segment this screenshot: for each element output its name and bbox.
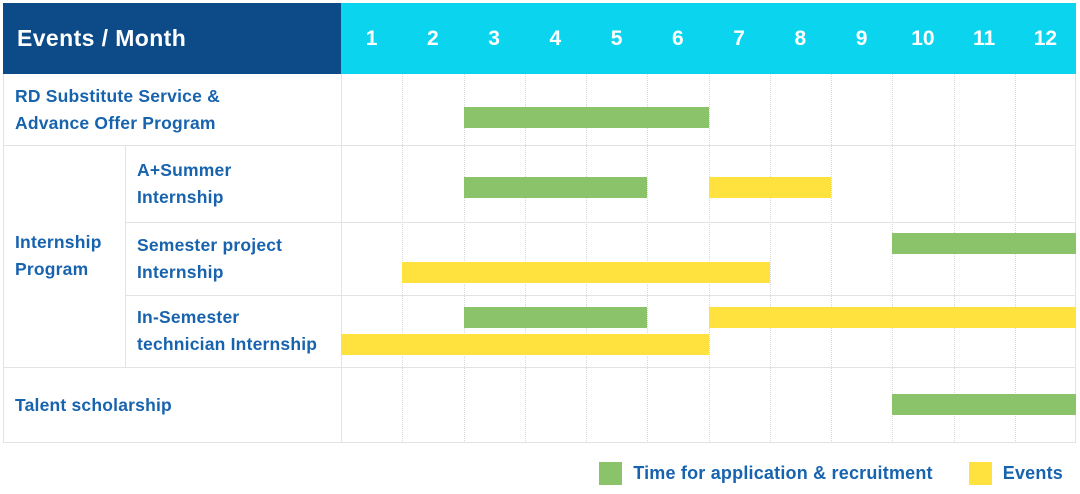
- gantt-table: Events / Month 1 2 3 4 5 6 7 8 9 10 11 12 Internshi…: [3, 3, 1076, 443]
- legend-item-events: Events: [968, 462, 1063, 485]
- gantt-bar-green: [463, 307, 648, 328]
- table-left-border: [3, 74, 4, 443]
- month-header-cell: 1: [365, 26, 378, 50]
- month-gridline: [892, 74, 894, 443]
- month-gridline: [831, 74, 832, 443]
- row-label-a-plus-summer-internship: A+Summer Internship: [137, 159, 232, 207]
- legend-item-application-recruitment: Time for application & recruitment: [599, 462, 933, 485]
- month-gridline: [953, 74, 955, 443]
- gantt-bar-green: [892, 394, 1076, 415]
- month-header-cell: 2: [427, 26, 439, 50]
- gantt-bar-yellow: [708, 177, 831, 198]
- gantt-bar-green: [463, 107, 709, 128]
- month-header-cell: 6: [672, 26, 684, 50]
- month-gridline: [463, 74, 465, 443]
- gantt-bar-yellow: [402, 262, 770, 283]
- month-gridline: [1014, 74, 1016, 443]
- gantt-bar-yellow: [341, 334, 709, 355]
- month-gridline: [524, 74, 526, 443]
- page-title: Events / Month: [17, 25, 187, 51]
- row-label-rd-substitute-service: RD Substitute Service & Advance Offer Pro…: [15, 85, 220, 133]
- table-bottom-border: [3, 442, 1076, 443]
- gantt-bar-yellow: [708, 307, 1076, 328]
- group-divider: [125, 145, 126, 367]
- row-border: [3, 367, 1076, 368]
- legend-label: Time for application & recruitment: [633, 463, 933, 483]
- month-header-cell: 10: [911, 26, 935, 50]
- table-right-border: [1075, 74, 1076, 443]
- month-header-cell: 11: [973, 26, 996, 50]
- chart-left-border: [341, 74, 342, 443]
- month-header-cell: 9: [855, 26, 868, 50]
- group-label-internship-program: Internship Program: [15, 232, 102, 279]
- month-header-cell: 5: [610, 26, 623, 50]
- month-header-cell: 12: [1033, 26, 1058, 50]
- row-label-in-semester-technician-internship: In-Semester technician Internship: [137, 307, 318, 354]
- month-gridline: [402, 74, 404, 443]
- green-swatch-icon: [599, 462, 623, 485]
- gantt-bar-green: [892, 233, 1076, 254]
- month-gridline: [769, 74, 771, 443]
- month-header-cell: 7: [733, 26, 745, 50]
- yellow-swatch-icon: [968, 462, 992, 485]
- table-header-title-cell: Events / Month: [3, 3, 341, 74]
- month-header-cell: 3: [488, 26, 500, 50]
- month-header-cell: 8: [794, 26, 807, 50]
- gantt-body: Internship Program RD Substitute Service &…: [3, 74, 1076, 443]
- legend-label: Events: [1002, 463, 1063, 483]
- gantt-bar-green: [463, 177, 648, 198]
- legend: Time for application & recruitment Event…: [599, 462, 1063, 485]
- month-header-row: 1 2 3 4 5 6 7 8 9 10 11 12: [341, 3, 1076, 74]
- month-gridline: [647, 74, 649, 443]
- row-label-talent-scholarship: Talent scholarship: [15, 394, 172, 415]
- row-label-semester-project-internship: Semester project Internship: [137, 234, 283, 282]
- month-gridline: [708, 74, 710, 443]
- month-header-cell: 4: [549, 26, 562, 50]
- row-border: [125, 222, 1076, 223]
- month-gridline: [586, 74, 587, 443]
- row-border: [125, 295, 1076, 296]
- row-border: [3, 145, 1076, 146]
